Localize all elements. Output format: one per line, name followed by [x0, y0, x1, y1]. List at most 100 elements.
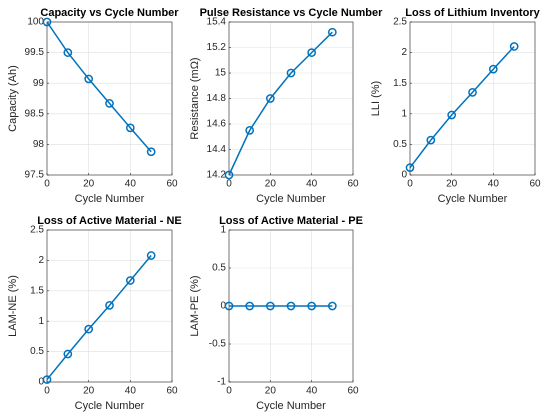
y-tick-label: -1	[217, 377, 226, 388]
axes-box	[46, 21, 173, 176]
data-line	[409, 45, 515, 169]
data-point	[286, 68, 296, 78]
data-point	[327, 27, 337, 37]
y-tick-label: 0.5	[393, 139, 407, 150]
x-tick-label: 20	[83, 179, 95, 190]
data-point	[245, 126, 255, 135]
data-point	[63, 48, 73, 57]
data-point	[146, 147, 156, 157]
y-tick-label: 0	[38, 377, 44, 388]
chart-title: Capacity vs Cycle Number	[40, 7, 179, 19]
x-tick-label: 60	[347, 386, 359, 397]
data-point	[509, 42, 519, 51]
data-point	[42, 375, 52, 384]
x-tick-label: 20	[446, 179, 458, 190]
data-point	[224, 301, 234, 311]
x-tick-label: 60	[166, 386, 178, 397]
x-axis-label: Cycle Number	[75, 400, 145, 412]
data-point	[286, 301, 296, 311]
data-point	[105, 301, 114, 310]
x-axis-label: Cycle Number	[256, 400, 326, 412]
y-tick-label: 1	[401, 108, 407, 119]
x-tick-label: 40	[125, 386, 137, 397]
y-tick-label: -0.5	[209, 339, 227, 350]
y-tick-label: 99	[33, 78, 45, 89]
data-point	[265, 94, 275, 103]
y-axis-label: Resistance (mΩ)	[189, 57, 201, 139]
y-tick-label: 1.5	[30, 285, 44, 296]
data-point	[488, 64, 498, 74]
chart-title: Pulse Resistance vs Cycle Number	[200, 7, 384, 19]
y-tick-label: 2.5	[393, 17, 407, 28]
x-tick-label: 0	[44, 179, 50, 190]
x-tick-label: 0	[44, 386, 50, 397]
y-axis-label: Capacity (Ah)	[7, 65, 19, 132]
y-axis-label: LLI (%)	[370, 81, 382, 116]
x-tick-label: 60	[529, 179, 541, 190]
x-tick-label: 0	[407, 179, 413, 190]
x-axis-label: Cycle Number	[256, 193, 326, 205]
x-tick-label: 40	[306, 179, 318, 190]
y-tick-label: 1	[38, 316, 44, 327]
data-point	[405, 163, 415, 173]
y-tick-label: 1.5	[393, 78, 407, 89]
x-tick-label: 60	[166, 179, 178, 190]
y-tick-label: 0.5	[30, 346, 44, 357]
data-point	[125, 123, 135, 133]
x-tick-label: 20	[265, 179, 277, 190]
data-point	[426, 135, 436, 145]
y-tick-label: 14.8	[207, 93, 227, 104]
data-line	[46, 21, 152, 153]
axes-box	[409, 21, 536, 176]
x-tick-label: 40	[306, 386, 318, 397]
chart-title: Loss of Lithium Inventory	[405, 7, 540, 19]
y-tick-label: 14.4	[207, 144, 227, 155]
y-tick-label: 98	[33, 139, 45, 150]
axes-background	[47, 22, 172, 175]
x-tick-label: 0	[226, 179, 232, 190]
x-tick-label: 60	[347, 179, 359, 190]
y-tick-label: 15	[215, 68, 227, 79]
data-point	[63, 349, 73, 359]
y-tick-label: 2	[38, 255, 44, 266]
data-point	[245, 301, 255, 311]
y-tick-label: 14.6	[207, 119, 227, 130]
x-axis-label: Cycle Number	[438, 193, 508, 205]
axes-background	[410, 22, 535, 175]
data-point	[307, 48, 317, 57]
y-tick-label: 97.5	[25, 170, 45, 181]
y-tick-label: 14.2	[207, 170, 227, 181]
y-tick-label: 15.4	[207, 17, 227, 28]
data-point	[146, 251, 156, 260]
data-point	[265, 301, 275, 311]
axes-box	[46, 229, 173, 383]
data-point	[125, 276, 135, 285]
x-tick-label: 0	[226, 386, 232, 397]
chart-title: Loss of Active Material - PE	[219, 215, 363, 227]
y-axis-label: LAM-PE (%)	[189, 275, 201, 336]
y-axis-label: LAM-NE (%)	[7, 275, 19, 337]
y-tick-label: 0	[220, 301, 226, 312]
y-tick-label: 99.5	[25, 47, 45, 58]
y-tick-label: 98.5	[25, 108, 45, 119]
x-tick-label: 20	[83, 386, 95, 397]
y-tick-label: 15.2	[207, 42, 227, 53]
x-tick-label: 40	[488, 179, 500, 190]
data-line	[228, 31, 333, 176]
x-axis-label: Cycle Number	[75, 193, 145, 205]
y-tick-label: 2	[401, 47, 407, 58]
data-point	[42, 17, 52, 27]
x-tick-label: 40	[125, 179, 137, 190]
data-point	[327, 301, 337, 311]
data-line	[46, 255, 152, 381]
data-point	[105, 99, 114, 108]
data-point	[447, 110, 457, 120]
y-tick-label: 100	[27, 17, 44, 28]
y-tick-label: 0	[401, 170, 407, 181]
y-tick-label: 1	[220, 225, 226, 236]
y-tick-label: 2.5	[30, 225, 44, 236]
y-tick-label: 0.5	[212, 263, 226, 274]
axes-box	[228, 21, 354, 176]
